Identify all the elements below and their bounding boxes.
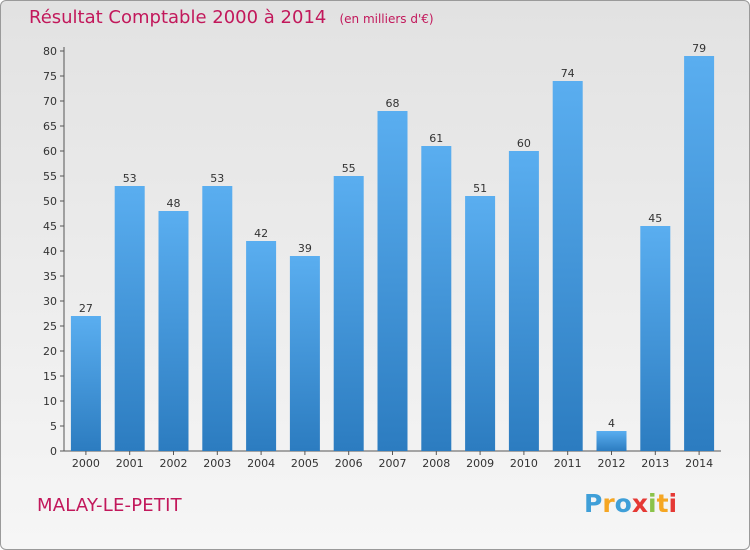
- logo-letter: x: [631, 489, 648, 518]
- bar: [333, 176, 364, 451]
- y-tick-label: 60: [43, 145, 57, 158]
- bars: [70, 56, 715, 451]
- y-tick-label: 35: [43, 270, 57, 283]
- chart-title: Résultat Comptable 2000 à 2014: [29, 7, 327, 28]
- bar: [421, 146, 452, 451]
- y-tick-label: 40: [43, 245, 57, 258]
- x-tick-label: 2012: [598, 457, 626, 470]
- logo-letter: t: [656, 489, 669, 518]
- data-label: 42: [254, 227, 268, 240]
- logo-letter: r: [602, 489, 615, 518]
- y-tick-label: 5: [50, 420, 57, 433]
- bar: [70, 316, 101, 451]
- bar: [465, 196, 496, 451]
- bar: [508, 151, 539, 451]
- x-tick-label: 2000: [72, 457, 100, 470]
- y-tick-label: 50: [43, 195, 57, 208]
- data-label: 51: [473, 182, 487, 195]
- bar: [596, 431, 627, 451]
- y-tick-label: 10: [43, 395, 57, 408]
- bar: [640, 226, 671, 451]
- data-label: 79: [692, 42, 706, 55]
- data-label: 68: [386, 97, 400, 110]
- y-tick-label: 25: [43, 320, 57, 333]
- data-label: 53: [210, 172, 224, 185]
- commune-name: MALAY-LE-PETIT: [37, 495, 182, 516]
- x-tick-label: 2013: [641, 457, 669, 470]
- y-tick-label: 70: [43, 95, 57, 108]
- data-label: 27: [79, 302, 93, 315]
- y-tick-label: 75: [43, 70, 57, 83]
- y-tick-label: 15: [43, 370, 57, 383]
- bar: [158, 211, 189, 451]
- x-tick-label: 2006: [335, 457, 363, 470]
- proxiti-logo: Proxiti: [584, 489, 677, 518]
- logo-letter: o: [614, 489, 632, 518]
- x-tick-label: 2001: [116, 457, 144, 470]
- y-tick-label: 45: [43, 220, 57, 233]
- data-label: 4: [608, 417, 615, 430]
- y-tick-label: 65: [43, 120, 57, 133]
- y-tick-label: 80: [43, 45, 57, 58]
- x-tick-label: 2005: [291, 457, 319, 470]
- x-tick-label: 2010: [510, 457, 538, 470]
- logo-letter: P: [584, 489, 603, 518]
- logo-letter: i: [648, 489, 657, 518]
- x-tick-label: 2004: [247, 457, 275, 470]
- data-label: 39: [298, 242, 312, 255]
- x-tick-label: 2014: [685, 457, 713, 470]
- x-tick-label: 2003: [203, 457, 231, 470]
- y-tick-label: 20: [43, 345, 57, 358]
- bar: [202, 186, 233, 451]
- y-tick-label: 30: [43, 295, 57, 308]
- bar: [684, 56, 715, 451]
- x-tick-label: 2002: [160, 457, 188, 470]
- bar: [552, 81, 583, 451]
- chart-subtitle: (en milliers d'€): [339, 12, 434, 26]
- value-labels: 27 53 48 53 42 39 55 68 61 51 60 74 4 45 79: [79, 42, 706, 430]
- x-tick-label: 2008: [422, 457, 450, 470]
- bar: [114, 186, 145, 451]
- data-label: 60: [517, 137, 531, 150]
- data-label: 61: [429, 132, 443, 145]
- y-tick-label: 55: [43, 170, 57, 183]
- x-tick-label: 2009: [466, 457, 494, 470]
- bar: [377, 111, 408, 451]
- data-label: 74: [561, 67, 575, 80]
- x-tick-label: 2007: [379, 457, 407, 470]
- y-tick-label: 0: [50, 445, 57, 458]
- logo-letter: i: [668, 489, 678, 518]
- data-label: 55: [342, 162, 356, 175]
- bar: [289, 256, 320, 451]
- bar: [246, 241, 277, 451]
- title-row: Résultat Comptable 2000 à 2014 (en milli…: [29, 7, 434, 28]
- data-label: 45: [648, 212, 662, 225]
- x-tick-label: 2011: [554, 457, 582, 470]
- data-label: 53: [123, 172, 137, 185]
- data-label: 48: [167, 197, 181, 210]
